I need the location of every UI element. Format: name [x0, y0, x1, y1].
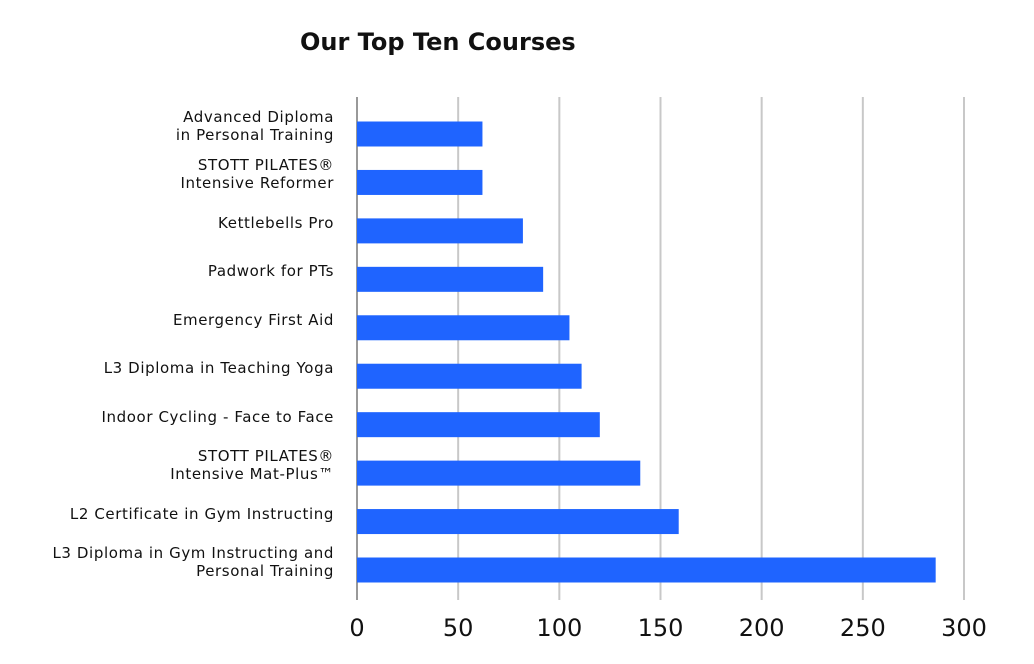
bar	[357, 315, 570, 341]
bar	[357, 121, 483, 147]
y-tick-label: Advanced Diploma in Personal Training	[175, 108, 334, 144]
x-tick-label: 100	[536, 614, 582, 642]
y-tick-label: L3 Diploma in Gym Instructing and Person…	[52, 544, 334, 580]
bar	[357, 412, 600, 438]
y-tick-label: L2 Certificate in Gym Instructing	[69, 504, 334, 523]
x-tick-label: 300	[941, 614, 987, 642]
bar	[357, 557, 936, 583]
bar	[357, 363, 582, 389]
bar	[357, 218, 523, 244]
bar	[357, 266, 544, 292]
bar	[357, 460, 641, 486]
chart-title: Our Top Ten Courses	[300, 28, 576, 56]
x-tick-label: 50	[443, 614, 474, 642]
bar	[357, 509, 679, 535]
x-tick-label: 0	[349, 614, 364, 642]
x-tick-label: 200	[739, 614, 785, 642]
y-tick-label: Kettlebells Pro	[218, 213, 334, 232]
y-tick-label: L3 Diploma in Teaching Yoga	[103, 359, 334, 378]
y-tick-label: Padwork for PTs	[207, 262, 334, 281]
y-tick-label: Emergency First Aid	[172, 310, 334, 329]
x-tick-label: 250	[840, 614, 886, 642]
y-tick-label: STOTT PILATES® Intensive Mat-Plus™	[170, 447, 334, 484]
y-tick-label: Indoor Cycling - Face to Face	[101, 407, 334, 426]
y-tick-label: STOTT PILATES® Intensive Reformer	[180, 156, 334, 193]
x-tick-label: 150	[638, 614, 684, 642]
bar	[357, 169, 483, 195]
